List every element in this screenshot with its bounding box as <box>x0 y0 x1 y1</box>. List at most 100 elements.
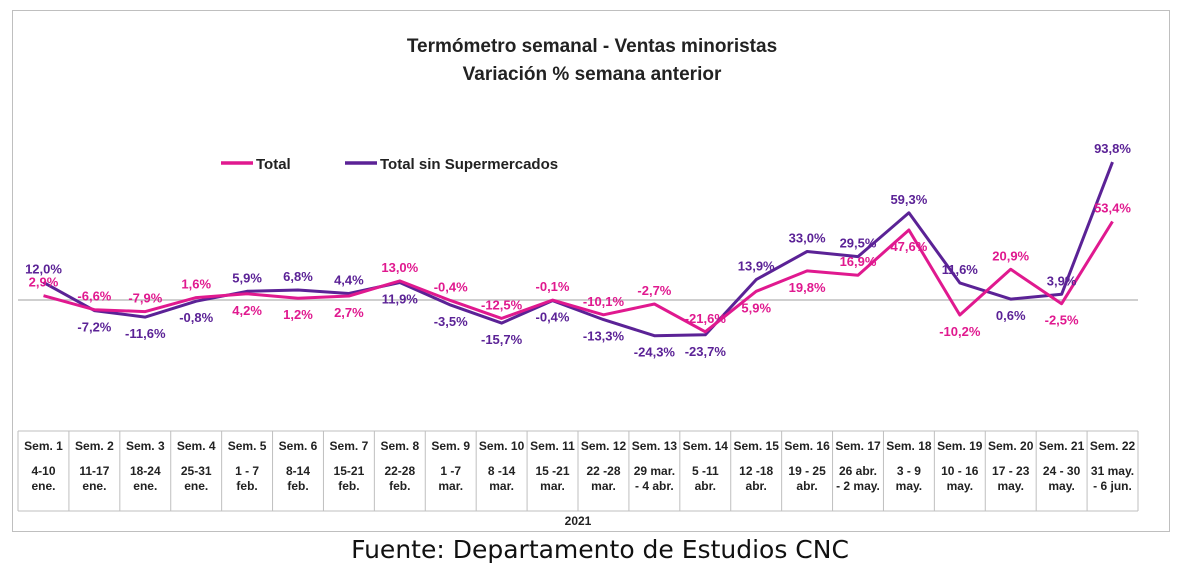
data-label-sin-supermercados-7: 4,4% <box>334 273 364 288</box>
category-dates-12-line-1: 22 -28 <box>586 464 620 478</box>
data-label-sin-supermercados-16: 33,0% <box>789 231 826 246</box>
category-dates-5-line-1: 1 - 7 <box>235 464 259 478</box>
category-dates-20-line-1: 17 - 23 <box>992 464 1030 478</box>
category-dates-18-line-1: 3 - 9 <box>897 464 921 478</box>
category-dates-7-line-1: 15-21 <box>334 464 365 478</box>
category-dates-3-line-1: 18-24 <box>130 464 161 478</box>
category-dates-2-line-1: 11-17 <box>79 464 109 478</box>
data-label-total-9: -0,4% <box>434 280 468 295</box>
category-dates-8-line-1: 22-28 <box>384 464 415 478</box>
category-dates-9-line-1: 1 -7 <box>440 464 461 478</box>
data-label-sin-supermercados-14: -23,7% <box>685 344 727 359</box>
data-label-sin-supermercados-8: 11,9% <box>382 292 419 307</box>
category-week-13: Sem. 13 <box>632 439 678 453</box>
category-dates-16-line-2: abr. <box>796 479 817 493</box>
data-label-sin-supermercados-21: 3,9% <box>1047 273 1077 288</box>
data-label-sin-supermercados-17: 29,5% <box>840 236 877 251</box>
chart-subtitle: Variación % semana anterior <box>463 64 722 85</box>
category-dates-22-line-2: - 6 jun. <box>1093 479 1132 493</box>
category-week-16: Sem. 16 <box>784 439 830 453</box>
category-week-14: Sem. 14 <box>683 439 729 453</box>
category-dates-13-line-2: - 4 abr. <box>635 479 674 493</box>
category-week-19: Sem. 19 <box>937 439 983 453</box>
data-label-sin-supermercados-1: 12,0% <box>25 261 62 276</box>
category-week-12: Sem. 12 <box>581 439 627 453</box>
category-dates-1-line-2: ene. <box>31 479 55 493</box>
category-dates-7-line-2: feb. <box>338 479 359 493</box>
category-dates-5-line-2: feb. <box>236 479 257 493</box>
data-label-sin-supermercados-10: -15,7% <box>481 332 523 347</box>
data-label-total-8: 13,0% <box>381 260 418 275</box>
data-label-total-22: 53,4% <box>1094 201 1131 216</box>
series-line-total <box>43 220 1114 334</box>
category-week-3: Sem. 3 <box>126 439 165 453</box>
category-dates-2-line-2: ene. <box>82 479 106 493</box>
category-week-10: Sem. 10 <box>479 439 525 453</box>
category-dates-18-line-2: may. <box>896 479 922 493</box>
category-week-21: Sem. 21 <box>1039 439 1085 453</box>
year-label: 2021 <box>565 514 592 528</box>
data-label-sin-supermercados-20: 0,6% <box>996 308 1026 323</box>
data-label-total-1: 2,9% <box>29 275 59 290</box>
category-week-2: Sem. 2 <box>75 439 114 453</box>
category-dates-20-line-2: may. <box>997 479 1023 493</box>
category-dates-14-line-2: abr. <box>695 479 716 493</box>
data-label-total-20: 20,9% <box>992 248 1029 263</box>
data-label-total-14: -21,6% <box>685 311 727 326</box>
data-label-total-18: 47,6% <box>890 239 927 254</box>
category-dates-6-line-1: 8-14 <box>286 464 310 478</box>
data-label-sin-supermercados-3: -11,6% <box>125 326 166 341</box>
data-label-sin-supermercados-9: -3,5% <box>434 314 468 329</box>
category-dates-17-line-1: 26 abr. <box>839 464 877 478</box>
category-dates-17-line-2: - 2 may. <box>836 479 880 493</box>
data-label-layer: 2,9% -6,6% -7,9% 1,6% 4,2% 1,2% 2,7% 13,0% -0,4%… <box>25 141 1131 360</box>
data-label-total-4: 1,6% <box>181 277 211 292</box>
data-label-total-16: 19,8% <box>789 280 826 295</box>
data-label-total-5: 4,2% <box>232 303 262 318</box>
category-dates-11-line-1: 15 -21 <box>535 464 569 478</box>
data-label-sin-supermercados-6: 6,8% <box>283 269 313 284</box>
data-label-total-2: -6,6% <box>77 289 111 304</box>
category-dates-12-line-2: mar. <box>591 479 616 493</box>
category-week-15: Sem. 15 <box>734 439 780 453</box>
legend: Total Total sin Supermercados <box>221 156 558 173</box>
category-week-1: Sem. 1 <box>24 439 63 453</box>
category-dates-22-line-1: 31 may. <box>1091 464 1134 478</box>
data-label-sin-supermercados-15: 13,9% <box>738 259 775 274</box>
chart-frame: Termómetro semanal - Ventas minoristas V… <box>12 10 1170 532</box>
data-label-sin-supermercados-13: -24,3% <box>634 345 676 360</box>
chart: Termómetro semanal - Ventas minoristas V… <box>17 36 1139 528</box>
category-dates-21-line-2: may. <box>1048 479 1074 493</box>
data-label-total-10: -12,5% <box>481 297 523 312</box>
data-label-total-21: -2,5% <box>1045 313 1079 328</box>
category-week-17: Sem. 17 <box>835 439 881 453</box>
data-label-total-12: -10,1% <box>583 294 625 309</box>
category-week-5: Sem. 5 <box>228 439 267 453</box>
category-dates-19-line-1: 10 - 16 <box>941 464 979 478</box>
data-label-total-11: -0,1% <box>536 279 570 294</box>
data-label-total-6: 1,2% <box>283 307 313 322</box>
data-label-total-15: 5,9% <box>741 300 771 315</box>
legend-label-total: Total <box>256 156 291 173</box>
data-label-sin-supermercados-22: 93,8% <box>1094 141 1131 156</box>
category-dates-8-line-2: feb. <box>389 479 410 493</box>
data-label-sin-supermercados-18: 59,3% <box>890 192 927 207</box>
category-dates-15-line-2: abr. <box>746 479 767 493</box>
series-layer <box>42 161 1114 338</box>
data-label-sin-supermercados-4: -0,8% <box>179 310 213 325</box>
category-dates-14-line-1: 5 -11 <box>692 464 719 478</box>
data-label-total-7: 2,7% <box>334 305 364 320</box>
category-week-9: Sem. 9 <box>431 439 470 453</box>
category-dates-4-line-2: ene. <box>184 479 208 493</box>
category-dates-15-line-1: 12 -18 <box>739 464 773 478</box>
category-dates-1-line-1: 4-10 <box>31 464 55 478</box>
data-label-total-19: -10,2% <box>939 324 981 339</box>
category-dates-9-line-2: mar. <box>438 479 463 493</box>
category-dates-4-line-1: 25-31 <box>181 464 212 478</box>
category-week-22: Sem. 22 <box>1090 439 1136 453</box>
data-label-sin-supermercados-11: -0,4% <box>536 310 570 325</box>
category-dates-11-line-2: mar. <box>540 479 565 493</box>
category-dates-3-line-2: ene. <box>133 479 157 493</box>
chart-title: Termómetro semanal - Ventas minoristas <box>407 36 777 57</box>
